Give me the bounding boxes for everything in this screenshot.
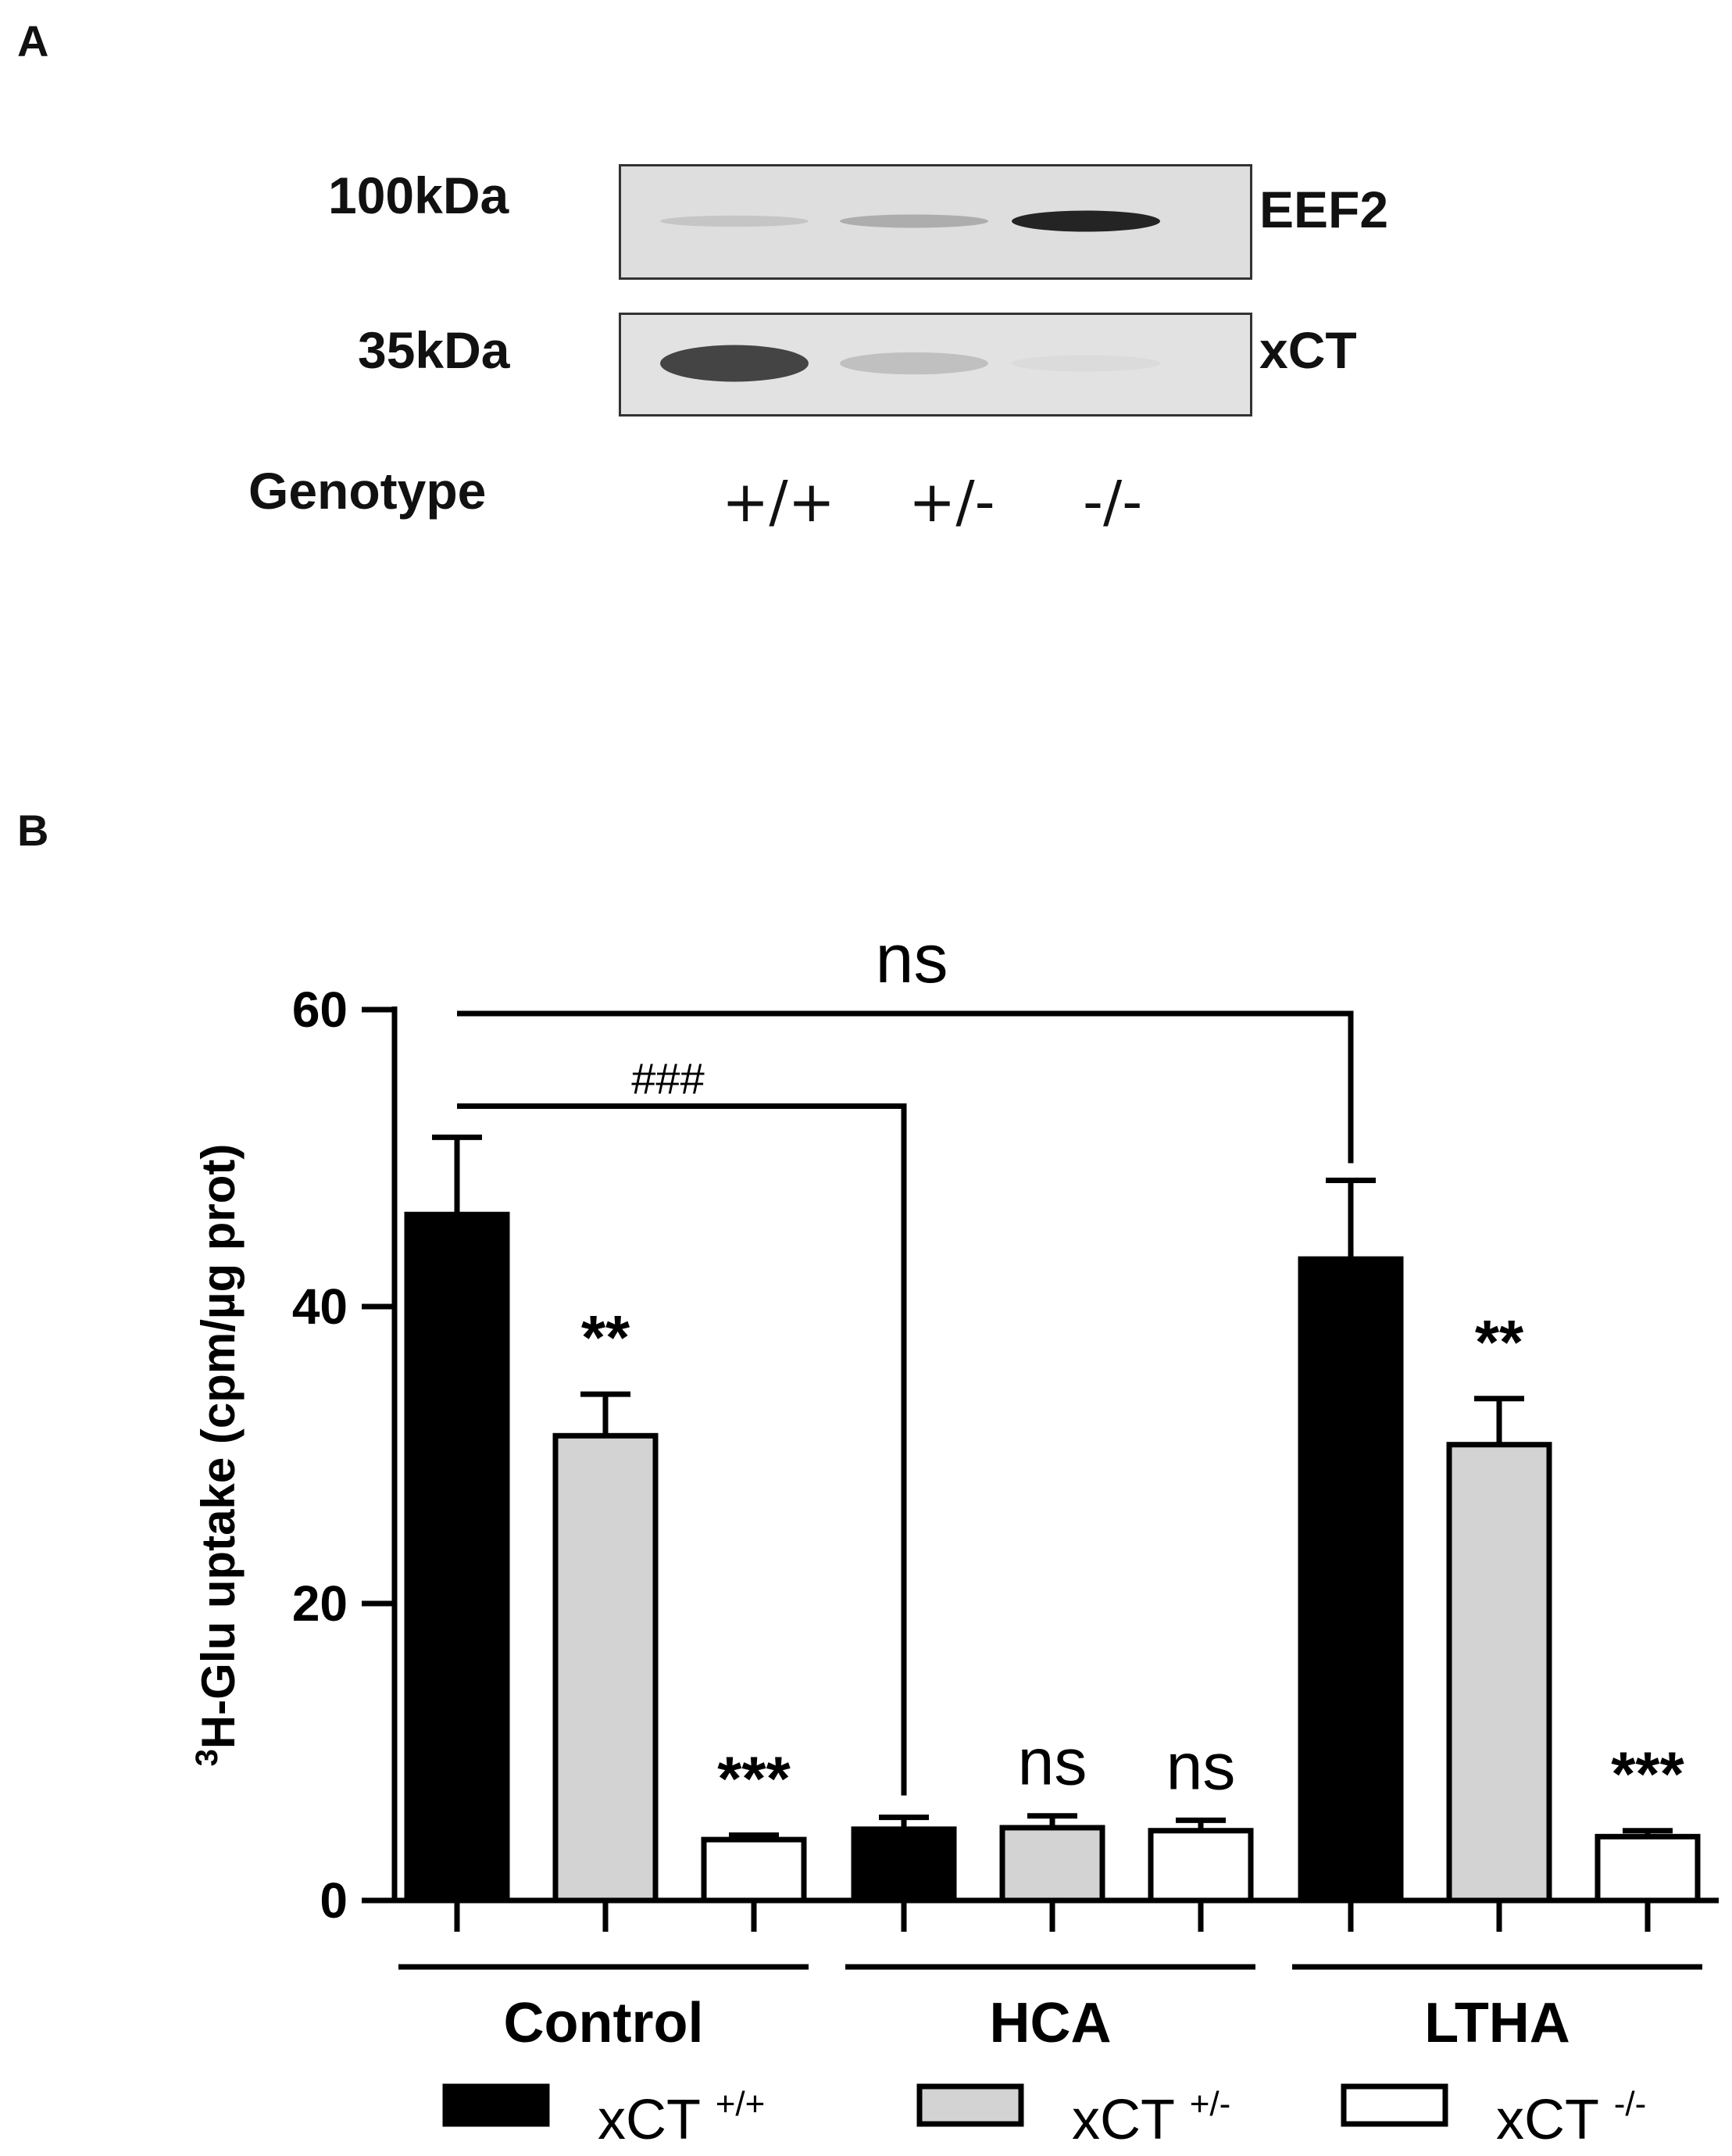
legend-swatch-0 xyxy=(442,2083,550,2127)
sig-label-0-1: ** xyxy=(581,1303,630,1372)
bar-ltha-1 xyxy=(1446,1442,1552,1904)
band-label-xct: xCT xyxy=(1259,321,1357,379)
eef2-band-1 xyxy=(840,214,988,228)
xct-bands xyxy=(660,345,1160,382)
bar-hca-2 xyxy=(1148,1828,1254,1904)
legend-name-0: xCT xyxy=(598,2089,716,2151)
group-label-control: Control xyxy=(504,1992,704,2054)
panel-b-letter: B xyxy=(17,806,49,855)
legend-genotype-0: +/+ xyxy=(716,2085,766,2123)
legend-label-1: xCT +/- xyxy=(1072,2085,1230,2151)
y-tick-label-1: 20 xyxy=(292,1575,348,1632)
sig-label-1-2: ns xyxy=(1166,1729,1236,1803)
sig-label-0-2: *** xyxy=(717,1743,791,1813)
band-label-eef2: EEF2 xyxy=(1259,181,1389,238)
sig-label-2-1: ** xyxy=(1475,1307,1524,1377)
genotype-label: Genotype xyxy=(248,462,487,520)
y-tick-label-2: 40 xyxy=(292,1278,348,1335)
legend-genotype-2: -/- xyxy=(1614,2085,1647,2123)
lane-label-wt: +/+ xyxy=(722,469,835,535)
legend-label-0: xCT +/+ xyxy=(598,2085,765,2151)
bracket-ns xyxy=(457,1010,1354,1164)
legend-label-2: xCT -/- xyxy=(1496,2085,1646,2151)
lane-label-ko: -/- xyxy=(1083,469,1143,535)
legend-genotype-1: +/- xyxy=(1190,2085,1231,2123)
legend-name-2: xCT xyxy=(1496,2089,1614,2151)
legend-swatch-1 xyxy=(916,2083,1024,2127)
blot-strip-eef2 xyxy=(619,164,1252,280)
blot-strip-xct xyxy=(619,313,1252,417)
eef2-band-2 xyxy=(1012,210,1160,232)
bar-ltha-2 xyxy=(1595,1833,1701,1904)
panel-a-letter: A xyxy=(17,16,49,66)
xct-band-2 xyxy=(1012,355,1160,372)
eef2-band-0 xyxy=(660,215,809,227)
xct-band-0 xyxy=(660,345,809,382)
sig-label-2-2: *** xyxy=(1611,1739,1684,1809)
bar-control-1 xyxy=(552,1432,659,1904)
sig-label-1-1: ns xyxy=(1018,1725,1087,1799)
bar-hca-1 xyxy=(999,1825,1105,1904)
xct-band-1 xyxy=(840,352,988,375)
marker-100kda: 100kDa xyxy=(328,166,509,224)
legend-swatch-2 xyxy=(1341,2083,1448,2127)
y-axis-label-superscript: 3 xyxy=(190,1749,224,1766)
y-axis-label: 3H-Glu uptake (cpm/µg prot) xyxy=(190,1144,245,1767)
legend-name-1: xCT xyxy=(1072,2089,1190,2151)
bar-hca-0 xyxy=(851,1826,957,1904)
lane-label-het: +/- xyxy=(909,469,995,535)
marker-35kda: 35kDa xyxy=(358,321,510,379)
y-axis-label-text: H-Glu uptake (cpm/µg prot) xyxy=(192,1144,245,1750)
bar-control-0 xyxy=(404,1211,510,1904)
y-tick-label-0: 0 xyxy=(320,1872,348,1929)
bar-ltha-0 xyxy=(1298,1256,1404,1904)
group-label-hca: HCA xyxy=(990,1992,1112,2054)
bracket-hash xyxy=(457,1103,907,1796)
bracket-hash-label: ### xyxy=(631,1054,704,1103)
group-label-ltha: LTHA xyxy=(1424,1992,1570,2054)
bar-control-2 xyxy=(701,1836,807,1904)
bracket-ns-label: ns xyxy=(876,920,948,997)
y-tick-label-3: 60 xyxy=(292,981,348,1038)
eef2-bands xyxy=(660,210,1160,232)
